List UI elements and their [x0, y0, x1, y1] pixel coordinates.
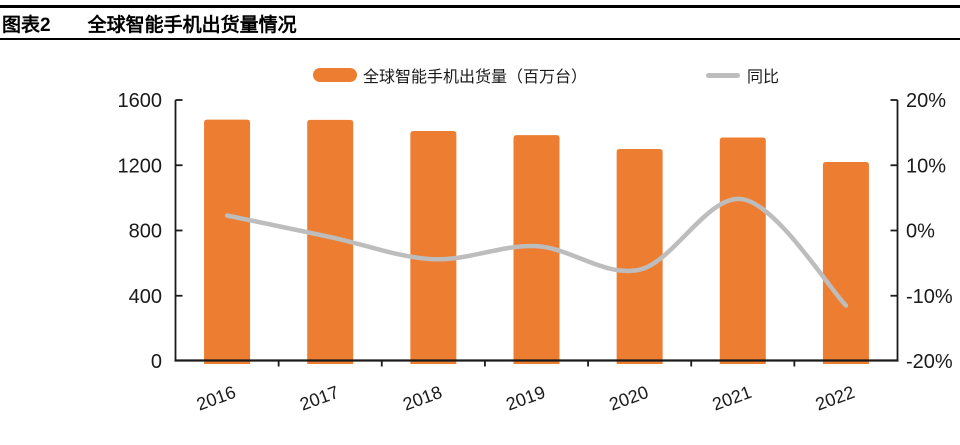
bar-legend-swatch [313, 68, 357, 82]
right-axis-label: 0% [906, 221, 935, 243]
x-axis-label-2021: 2021 [710, 382, 754, 414]
right-axis-label: 10% [906, 155, 946, 177]
left-axis-label: 0 [151, 351, 162, 373]
left-axis-label: 400 [129, 286, 162, 308]
x-axis-label-2020: 2020 [607, 382, 651, 414]
bar-2016 [204, 119, 251, 364]
x-axis-label-2016: 2016 [194, 382, 238, 414]
x-axis-label-2022: 2022 [813, 382, 857, 414]
bar-2020 [616, 148, 663, 364]
x-axis-label-2019: 2019 [503, 382, 547, 414]
right-axis-label: 20% [906, 90, 946, 112]
legend-label-yoy: 同比 [747, 69, 780, 86]
header-bottom-rule [0, 38, 960, 40]
legend-item-shipments: 全球智能手机出货量（百万台） [313, 64, 587, 86]
bar-2018 [410, 130, 457, 364]
x-axis-label-2017: 2017 [297, 382, 341, 414]
figure-header: 图表2 全球智能手机出货量情况 [2, 9, 297, 37]
line-legend-swatch [706, 72, 740, 78]
figure-tag: 图表2 [2, 14, 51, 36]
bar-2021 [719, 137, 766, 364]
bar-2022 [822, 161, 869, 364]
right-axis-label: -20% [906, 351, 953, 373]
chart-legend: 全球智能手机出货量（百万台） 同比 [0, 64, 960, 86]
legend-item-yoy: 同比 [706, 64, 779, 86]
bar-2019 [513, 135, 560, 364]
legend-label-shipments: 全球智能手机出货量（百万台） [363, 69, 588, 86]
header-top-rule [0, 5, 960, 8]
bar-2017 [307, 119, 354, 365]
right-axis-label: -10% [906, 286, 953, 308]
left-axis-label: 800 [129, 221, 162, 243]
left-axis-label: 1600 [118, 90, 163, 112]
figure-title: 全球智能手机出货量情况 [87, 14, 297, 36]
yoy-line [224, 196, 849, 308]
left-axis-label: 1200 [118, 155, 163, 177]
x-axis-label-2018: 2018 [400, 382, 444, 414]
